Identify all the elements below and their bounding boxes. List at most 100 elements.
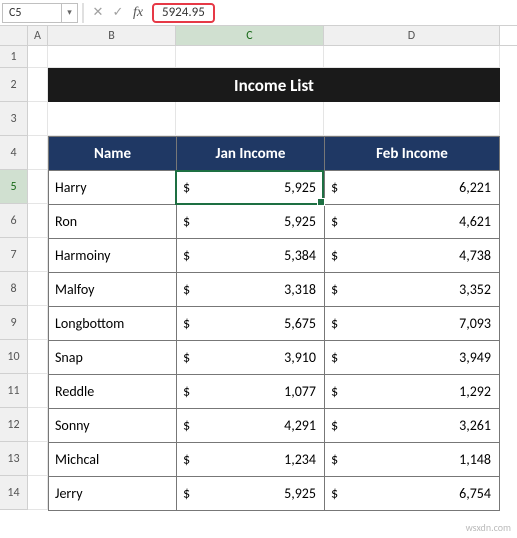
row-header-4[interactable]: 4 [0, 136, 28, 170]
row-header-6[interactable]: 6 [0, 204, 28, 238]
row-header-14[interactable]: 14 [0, 476, 28, 510]
row-header-13[interactable]: 13 [0, 442, 28, 476]
amount-value: 4,291 [284, 417, 316, 434]
col-header-B[interactable]: B [48, 26, 176, 45]
jan-cell[interactable]: $5,925 [177, 171, 325, 205]
dollar-sign: $ [331, 451, 338, 468]
fx-icon[interactable]: fx [128, 3, 148, 23]
col-header-C[interactable]: C [176, 26, 324, 45]
row-header-3[interactable]: 3 [0, 102, 28, 136]
jan-cell[interactable]: $5,925 [177, 477, 325, 511]
table-row[interactable]: Snap$3,910$3,949 [49, 341, 500, 375]
dollar-sign: $ [331, 213, 338, 230]
formula-value[interactable]: 5924.95 [162, 5, 205, 20]
dollar-sign: $ [183, 383, 190, 400]
column-headers: A B C D [0, 26, 517, 46]
name-cell[interactable]: Harmoiny [49, 239, 177, 273]
dollar-sign: $ [183, 213, 190, 230]
amount-value: 5,384 [284, 247, 316, 264]
row-header-10[interactable]: 10 [0, 340, 28, 374]
formula-value-highlight: 5924.95 [152, 3, 215, 23]
jan-cell[interactable]: $3,910 [177, 341, 325, 375]
feb-cell[interactable]: $3,261 [325, 409, 500, 443]
row-header-2[interactable]: 2 [0, 68, 28, 102]
feb-cell[interactable]: $3,352 [325, 273, 500, 307]
cancel-icon[interactable]: ✕ [88, 3, 108, 23]
feb-cell[interactable]: $7,093 [325, 307, 500, 341]
table-row[interactable]: Jerry$5,925$6,754 [49, 477, 500, 511]
dollar-sign: $ [331, 485, 338, 502]
name-box-dropdown[interactable]: ▾ [62, 3, 78, 23]
jan-cell[interactable]: $5,675 [177, 307, 325, 341]
feb-cell[interactable]: $1,292 [325, 375, 500, 409]
dollar-sign: $ [331, 179, 338, 196]
jan-cell[interactable]: $3,318 [177, 273, 325, 307]
amount-value: 5,675 [284, 315, 316, 332]
table-row[interactable]: Harmoiny$5,384$4,738 [49, 239, 500, 273]
separator [82, 3, 84, 23]
table-row[interactable]: Reddle$1,077$1,292 [49, 375, 500, 409]
header-jan[interactable]: Jan Income [177, 137, 325, 171]
header-name[interactable]: Name [49, 137, 177, 171]
row-header-7[interactable]: 7 [0, 238, 28, 272]
select-all-corner[interactable] [0, 26, 28, 45]
feb-cell[interactable]: $4,738 [325, 239, 500, 273]
row-header-5[interactable]: 5 [0, 170, 28, 204]
amount-value: 4,738 [459, 247, 491, 264]
table-row[interactable]: Michcal$1,234$1,148 [49, 443, 500, 477]
amount-value: 6,221 [459, 179, 491, 196]
name-cell[interactable]: Malfoy [49, 273, 177, 307]
col-header-A[interactable]: A [28, 26, 48, 45]
cells-area[interactable]: Income List Name Jan Income Feb Income H… [28, 46, 517, 510]
dollar-sign: $ [331, 383, 338, 400]
feb-cell[interactable]: $6,754 [325, 477, 500, 511]
table-row[interactable]: Ron$5,925$4,621 [49, 205, 500, 239]
row-header-9[interactable]: 9 [0, 306, 28, 340]
feb-cell[interactable]: $4,621 [325, 205, 500, 239]
jan-cell[interactable]: $4,291 [177, 409, 325, 443]
dollar-sign: $ [183, 451, 190, 468]
name-cell[interactable]: Longbottom [49, 307, 177, 341]
jan-cell[interactable]: $1,234 [177, 443, 325, 477]
feb-cell[interactable]: $1,148 [325, 443, 500, 477]
table-row[interactable]: Harry$5,925$6,221 [49, 171, 500, 205]
name-cell[interactable]: Michcal [49, 443, 177, 477]
watermark: wsxdn.com [466, 521, 511, 534]
col-header-D[interactable]: D [324, 26, 500, 45]
row-headers: 1 2 3 4 5 6 7 8 9 10 11 12 13 14 [0, 46, 28, 510]
dollar-sign: $ [183, 179, 190, 196]
row-header-12[interactable]: 12 [0, 408, 28, 442]
enter-icon[interactable]: ✓ [108, 3, 128, 23]
amount-value: 4,621 [459, 213, 491, 230]
table-row[interactable]: Sonny$4,291$3,261 [49, 409, 500, 443]
jan-cell[interactable]: $5,925 [177, 205, 325, 239]
jan-cell[interactable]: $5,384 [177, 239, 325, 273]
feb-cell[interactable]: $6,221 [325, 171, 500, 205]
row-header-8[interactable]: 8 [0, 272, 28, 306]
dollar-sign: $ [183, 281, 190, 298]
amount-value: 1,077 [284, 383, 316, 400]
feb-cell[interactable]: $3,949 [325, 341, 500, 375]
name-cell[interactable]: Ron [49, 205, 177, 239]
row-header-1[interactable]: 1 [0, 46, 28, 68]
dollar-sign: $ [331, 417, 338, 434]
chevron-down-icon: ▾ [67, 7, 72, 18]
name-box[interactable]: C5 [2, 3, 62, 23]
table-row[interactable]: Malfoy$3,318$3,352 [49, 273, 500, 307]
amount-value: 1,148 [459, 451, 491, 468]
amount-value: 3,352 [459, 281, 491, 298]
name-cell[interactable]: Harry [49, 171, 177, 205]
table-row[interactable]: Longbottom$5,675$7,093 [49, 307, 500, 341]
formula-bar: C5 ▾ ✕ ✓ fx 5924.95 [0, 0, 517, 26]
header-feb[interactable]: Feb Income [325, 137, 500, 171]
name-cell[interactable]: Jerry [49, 477, 177, 511]
row-header-11[interactable]: 11 [0, 374, 28, 408]
jan-cell[interactable]: $1,077 [177, 375, 325, 409]
cell-reference: C5 [9, 6, 21, 20]
name-cell[interactable]: Snap [49, 341, 177, 375]
dollar-sign: $ [183, 349, 190, 366]
name-cell[interactable]: Reddle [49, 375, 177, 409]
dollar-sign: $ [331, 281, 338, 298]
name-cell[interactable]: Sonny [49, 409, 177, 443]
dollar-sign: $ [331, 349, 338, 366]
